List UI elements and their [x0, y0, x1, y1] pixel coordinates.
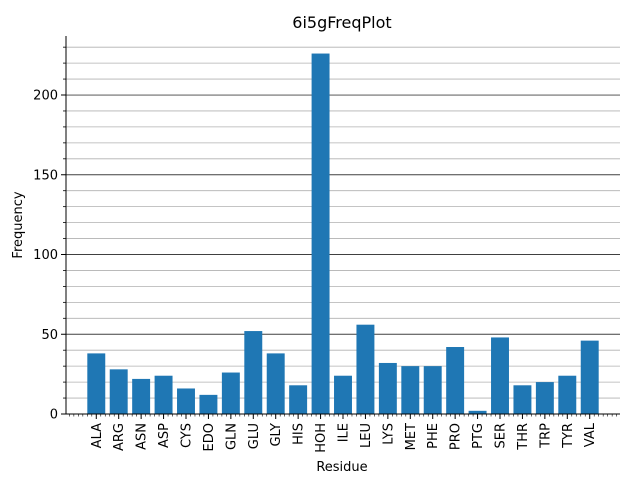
x-tick-label-arg: ARG	[112, 423, 127, 451]
x-tick-label-pro: PRO	[449, 423, 464, 450]
x-tick-label-his: HIS	[292, 423, 307, 445]
x-tick-label-asn: ASN	[135, 423, 150, 450]
bar-hoh	[311, 53, 330, 414]
x-tick-label-gln: GLN	[224, 423, 239, 450]
x-tick-label-thr: THR	[516, 423, 531, 451]
bar-leu	[356, 324, 375, 414]
grid-lines	[66, 46, 620, 399]
chart-title: 6i5gFreqPlot	[292, 13, 391, 32]
bar-ala	[87, 353, 106, 414]
x-tick-label-edo: EDO	[202, 423, 217, 451]
x-axis-label: Residue	[316, 460, 367, 475]
x-tick-label-ile: ILE	[337, 423, 352, 442]
bar-edo	[199, 394, 218, 414]
y-tick-label: 100	[33, 248, 58, 263]
x-tick-label-lys: LYS	[381, 423, 396, 445]
bar-lys	[378, 362, 397, 414]
x-tick-label-ala: ALA	[90, 423, 105, 448]
bar-ptg	[468, 410, 487, 414]
bar-cys	[177, 388, 195, 414]
bar-ile	[334, 375, 352, 414]
x-tick-label-met: MET	[404, 423, 419, 450]
bar-pro	[446, 347, 465, 414]
y-tick-label: 50	[41, 328, 58, 343]
bar-asp	[154, 375, 173, 414]
bar-arg	[109, 369, 128, 414]
x-tick-label-phe: PHE	[426, 423, 441, 449]
bars	[87, 53, 599, 414]
x-tick-label-val: VAL	[583, 422, 598, 447]
x-tick-label-trp: TRP	[538, 423, 553, 449]
bar-phe	[423, 366, 442, 414]
x-tick-label-tyr: TYR	[561, 423, 576, 449]
x-tick-label-leu: LEU	[359, 423, 374, 448]
bar-gln	[221, 372, 240, 414]
bar-trp	[535, 382, 554, 414]
y-tick-label: 200	[33, 89, 58, 104]
bar-glu	[244, 331, 263, 414]
y-tick-label: 0	[50, 408, 58, 423]
bar-thr	[513, 385, 532, 414]
x-tick-label-hoh: HOH	[314, 423, 329, 453]
bar-gly	[266, 353, 285, 414]
bar-ser	[491, 337, 509, 414]
y-axis-label: Frequency	[11, 191, 26, 258]
bar-tyr	[558, 375, 577, 414]
bar-val	[580, 340, 599, 414]
x-tick-label-ser: SER	[494, 423, 509, 449]
axes: 0 50 100 150 200 ALA ARG ASN ASP CYS EDO GLN GLU GLY H…	[33, 36, 620, 453]
bar-asn	[132, 378, 151, 414]
bar-met	[401, 366, 420, 414]
x-tick-label-ptg: PTG	[471, 423, 486, 449]
x-tick-label-gly: GLY	[269, 423, 284, 447]
x-tick-label-cys: CYS	[179, 423, 194, 448]
x-tick-label-asp: ASP	[157, 423, 172, 448]
bar-his	[289, 385, 308, 414]
x-tick-label-glu: GLU	[247, 423, 262, 449]
y-tick-label: 150	[33, 168, 58, 183]
